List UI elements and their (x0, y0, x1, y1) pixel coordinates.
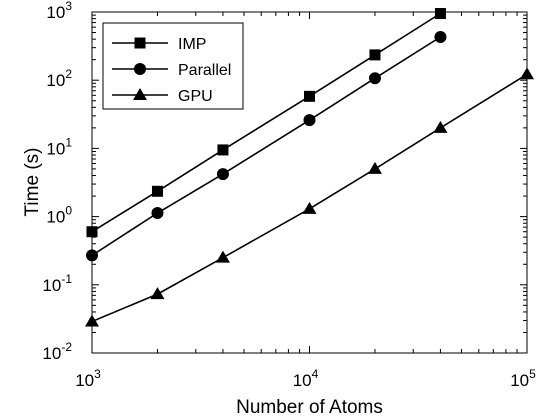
x-tick-label: 105 (510, 367, 536, 390)
legend-marker-gpu (133, 88, 147, 100)
series-line-parallel (91, 36, 441, 257)
legend-label: IMP (178, 36, 206, 53)
data-point-parallel (216, 168, 229, 181)
y-tick-label: 10-1 (42, 272, 72, 295)
legend-label: Parallel (178, 62, 231, 79)
legend: IMP Parallel GPU (102, 22, 244, 110)
x-axis-title: Number of Atoms (236, 397, 383, 418)
tick-labels: 103 104 105 10-2 10-1 100 101 102 103 (42, 0, 536, 390)
legend-item-parallel: Parallel (112, 62, 231, 79)
legend-marker-parallel (134, 63, 146, 75)
series-line-imp (91, 12, 441, 233)
data-point-parallel (368, 72, 381, 85)
legend-label: GPU (178, 88, 213, 105)
data-point-imp (217, 144, 229, 156)
axis-ticks (91, 12, 527, 354)
data-point-imp (434, 8, 446, 20)
data-point-gpu (302, 201, 317, 214)
data-point-imp (151, 185, 163, 197)
y-tick-label: 102 (46, 67, 72, 90)
y-axis-title: Time (s) (22, 148, 43, 217)
y-tick-label: 101 (46, 135, 72, 158)
legend-item-imp: IMP (112, 36, 206, 53)
data-point-imp (86, 226, 98, 238)
data-point-gpu (150, 287, 165, 300)
series-layer (85, 8, 534, 327)
data-point-gpu (215, 250, 230, 263)
series-parallel (86, 30, 447, 262)
x-tick-label: 103 (75, 367, 101, 390)
data-point-gpu (433, 120, 448, 133)
data-point-imp (369, 49, 381, 61)
legend-marker-imp (134, 37, 146, 49)
y-tick-label: 100 (46, 204, 72, 227)
y-tick-label: 10-2 (42, 340, 72, 363)
data-point-parallel (434, 30, 447, 43)
data-point-imp (304, 90, 315, 102)
series-imp (86, 8, 446, 238)
series-gpu (85, 67, 534, 327)
data-point-parallel (151, 206, 164, 219)
data-point-gpu (520, 67, 534, 80)
data-point-parallel (86, 249, 98, 262)
data-point-parallel (303, 114, 316, 127)
data-point-gpu (85, 314, 99, 327)
x-tick-label: 104 (293, 367, 319, 390)
y-tick-label: 103 (46, 0, 72, 22)
data-point-gpu (367, 161, 382, 174)
legend-item-gpu: GPU (112, 88, 213, 105)
